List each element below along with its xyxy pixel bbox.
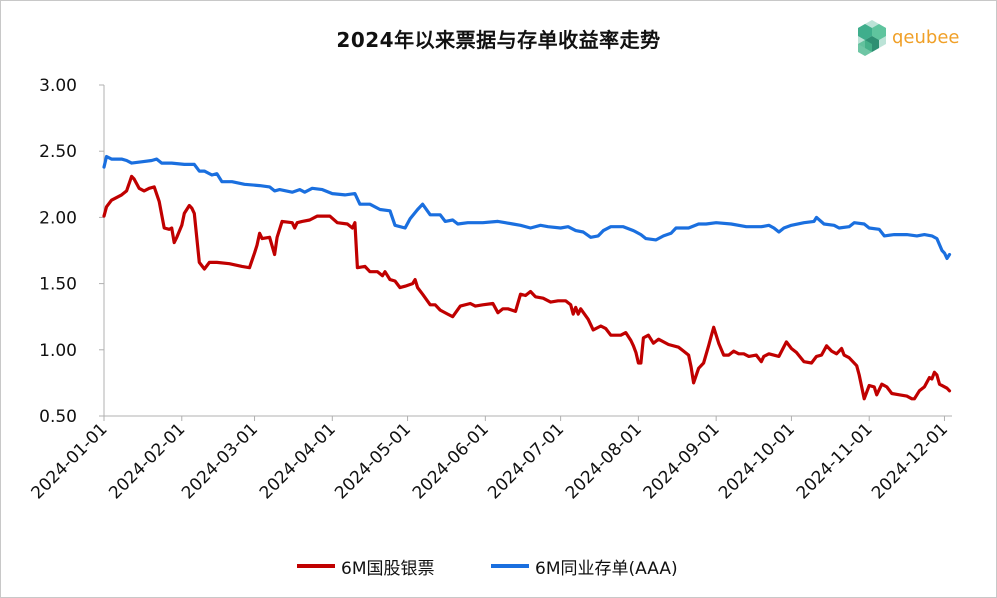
x-tick-label: 2024-07-01 xyxy=(484,419,568,503)
x-tick-label: 2024-12-01 xyxy=(868,419,952,503)
y-tick-label: 0.50 xyxy=(39,407,77,427)
x-tick-label: 2024-06-01 xyxy=(409,419,493,503)
y-tick-label: 2.50 xyxy=(39,142,77,162)
legend-item-guogu-yinpiao: 6M国股银票 xyxy=(297,555,435,579)
x-tick-label: 2024-09-01 xyxy=(640,419,724,503)
cube-logo-icon xyxy=(858,20,886,56)
x-tick-label: 2024-02-01 xyxy=(105,419,189,503)
x-tick-label: 2024-10-01 xyxy=(715,419,799,503)
y-tick-label: 1.00 xyxy=(39,341,77,361)
x-tick-label: 2024-08-01 xyxy=(562,419,646,503)
x-tick-label: 2024-01-01 xyxy=(28,419,112,503)
legend-label: 6M同业存单(AAA) xyxy=(535,558,678,579)
series-line-guogu-yinpiao xyxy=(102,174,952,401)
logo-text: qeubee xyxy=(892,27,960,48)
y-tick-label: 1.50 xyxy=(39,275,77,295)
chart-legend: 6M国股银票 6M同业存单(AAA) xyxy=(0,555,997,579)
chart-title: 2024年以来票据与存单收益率走势 xyxy=(336,28,661,52)
qeubee-logo: qeubee xyxy=(854,18,974,60)
legend-item-tongye-cundan: 6M同业存单(AAA) xyxy=(491,555,678,579)
y-tick-label: 3.00 xyxy=(39,76,77,96)
x-tick-label: 2024-04-01 xyxy=(256,419,340,503)
x-tick-label: 2024-03-01 xyxy=(178,419,262,503)
series-layer xyxy=(102,154,952,401)
chart-axes: 3.002.502.001.501.000.502024-01-012024-0… xyxy=(28,76,952,503)
legend-label: 6M国股银票 xyxy=(341,558,435,579)
x-tick-label: 2024-05-01 xyxy=(331,419,415,503)
y-tick-label: 2.00 xyxy=(39,208,77,228)
x-tick-label: 2024-11-01 xyxy=(793,419,877,503)
series-line-tongye-cundan xyxy=(102,154,952,260)
legend-swatch-red xyxy=(297,564,335,568)
legend-swatch-blue xyxy=(491,564,529,568)
